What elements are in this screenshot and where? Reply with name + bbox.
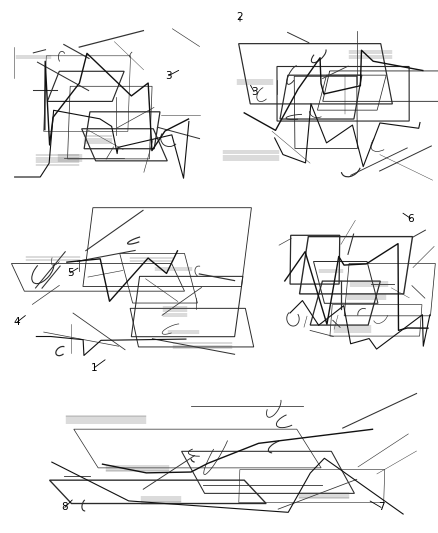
Text: 6: 6	[407, 214, 414, 223]
Text: 8: 8	[61, 503, 68, 512]
Text: 5: 5	[67, 268, 74, 278]
Text: 3: 3	[165, 71, 172, 80]
Text: 4: 4	[13, 318, 20, 327]
Text: 7: 7	[378, 503, 385, 512]
Text: 2: 2	[237, 12, 244, 22]
Text: 1: 1	[91, 363, 98, 373]
Text: 3: 3	[251, 87, 258, 96]
